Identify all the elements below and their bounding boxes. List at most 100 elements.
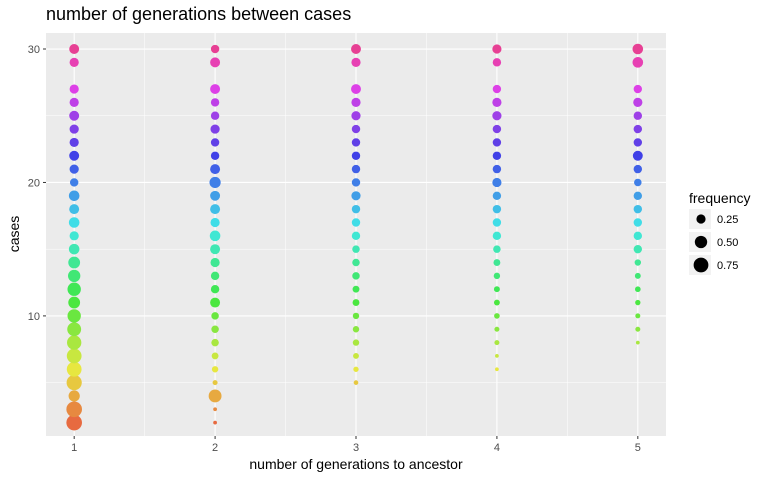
legend-label: 0.75 xyxy=(717,260,738,272)
data-point xyxy=(210,111,220,120)
data-point xyxy=(211,325,219,333)
chart-title: number of generations between cases xyxy=(46,4,352,24)
data-point xyxy=(351,111,361,121)
data-point xyxy=(633,97,643,107)
data-point xyxy=(211,312,219,320)
data-point xyxy=(492,177,502,188)
data-point xyxy=(353,366,359,372)
data-point xyxy=(351,84,361,95)
data-point xyxy=(210,44,220,54)
data-point xyxy=(210,84,221,95)
data-point xyxy=(632,43,644,55)
data-point xyxy=(69,231,79,241)
data-point xyxy=(68,296,81,309)
data-point xyxy=(352,245,360,253)
data-point xyxy=(353,352,359,359)
data-point xyxy=(210,138,220,147)
data-point xyxy=(69,57,79,67)
data-point xyxy=(351,231,361,241)
data-point xyxy=(493,245,501,253)
x-tick-label: 2 xyxy=(212,442,218,454)
data-point xyxy=(69,110,80,121)
data-point xyxy=(352,299,360,306)
x-tick-label: 4 xyxy=(494,442,500,454)
data-point xyxy=(69,150,80,161)
data-point xyxy=(634,272,641,279)
data-point xyxy=(352,312,360,320)
data-point xyxy=(635,299,641,306)
data-point xyxy=(492,204,502,214)
data-point xyxy=(211,338,219,347)
data-point xyxy=(210,151,220,160)
data-point xyxy=(351,138,361,147)
data-point xyxy=(68,390,80,402)
data-point xyxy=(633,204,643,214)
data-point xyxy=(352,285,360,293)
data-point xyxy=(494,313,500,319)
data-point xyxy=(492,191,502,201)
data-point xyxy=(493,272,501,280)
data-point xyxy=(633,191,643,201)
x-tick-label: 5 xyxy=(635,442,641,454)
data-points xyxy=(66,43,644,431)
data-point xyxy=(210,204,221,215)
data-point xyxy=(633,244,643,254)
data-point xyxy=(352,258,360,267)
data-point xyxy=(492,151,502,160)
data-point xyxy=(210,297,221,308)
data-point xyxy=(492,44,502,54)
data-point xyxy=(67,322,82,337)
data-point xyxy=(210,124,220,134)
data-point xyxy=(68,190,80,202)
data-point xyxy=(492,138,502,147)
data-point xyxy=(351,57,361,67)
data-point xyxy=(633,124,643,134)
data-point xyxy=(351,124,361,134)
data-point xyxy=(66,401,82,418)
data-point xyxy=(492,84,502,94)
data-point xyxy=(492,97,502,107)
data-point xyxy=(69,178,79,187)
legend-title: frequency xyxy=(689,190,750,206)
data-point xyxy=(67,309,81,323)
data-point xyxy=(213,407,217,412)
data-point xyxy=(495,367,499,372)
data-point xyxy=(210,98,220,107)
legend-key-point xyxy=(694,235,708,249)
data-point xyxy=(67,282,81,296)
data-point xyxy=(634,259,642,266)
data-point xyxy=(209,176,221,189)
data-point xyxy=(210,285,220,294)
y-axis-title: cases xyxy=(6,216,22,253)
legend-label: 0.25 xyxy=(717,214,738,226)
data-point xyxy=(351,151,361,160)
data-point xyxy=(635,326,641,332)
data-point xyxy=(68,269,81,283)
data-point xyxy=(66,414,82,431)
data-point xyxy=(493,259,501,266)
data-point xyxy=(492,58,502,67)
x-axis-title: number of generations to ancestor xyxy=(249,456,463,472)
y-axis-ticks: 10 20 30 xyxy=(28,44,46,323)
data-point xyxy=(351,164,361,174)
data-point xyxy=(633,231,643,241)
data-point xyxy=(208,389,222,403)
data-point xyxy=(495,354,499,358)
data-point xyxy=(213,420,217,425)
data-point xyxy=(633,111,643,120)
data-point xyxy=(351,204,361,214)
data-point xyxy=(634,178,642,187)
data-point xyxy=(209,230,221,242)
data-point xyxy=(492,218,502,227)
data-point xyxy=(494,326,500,332)
data-point xyxy=(67,335,82,350)
data-point xyxy=(351,97,361,107)
data-point xyxy=(632,150,643,161)
data-point xyxy=(69,137,79,148)
x-tick-label: 3 xyxy=(353,442,359,454)
data-point xyxy=(633,84,643,94)
data-point xyxy=(351,191,361,201)
data-point xyxy=(635,313,641,319)
legend-keys: 0.25 0.50 0.75 xyxy=(689,209,738,275)
